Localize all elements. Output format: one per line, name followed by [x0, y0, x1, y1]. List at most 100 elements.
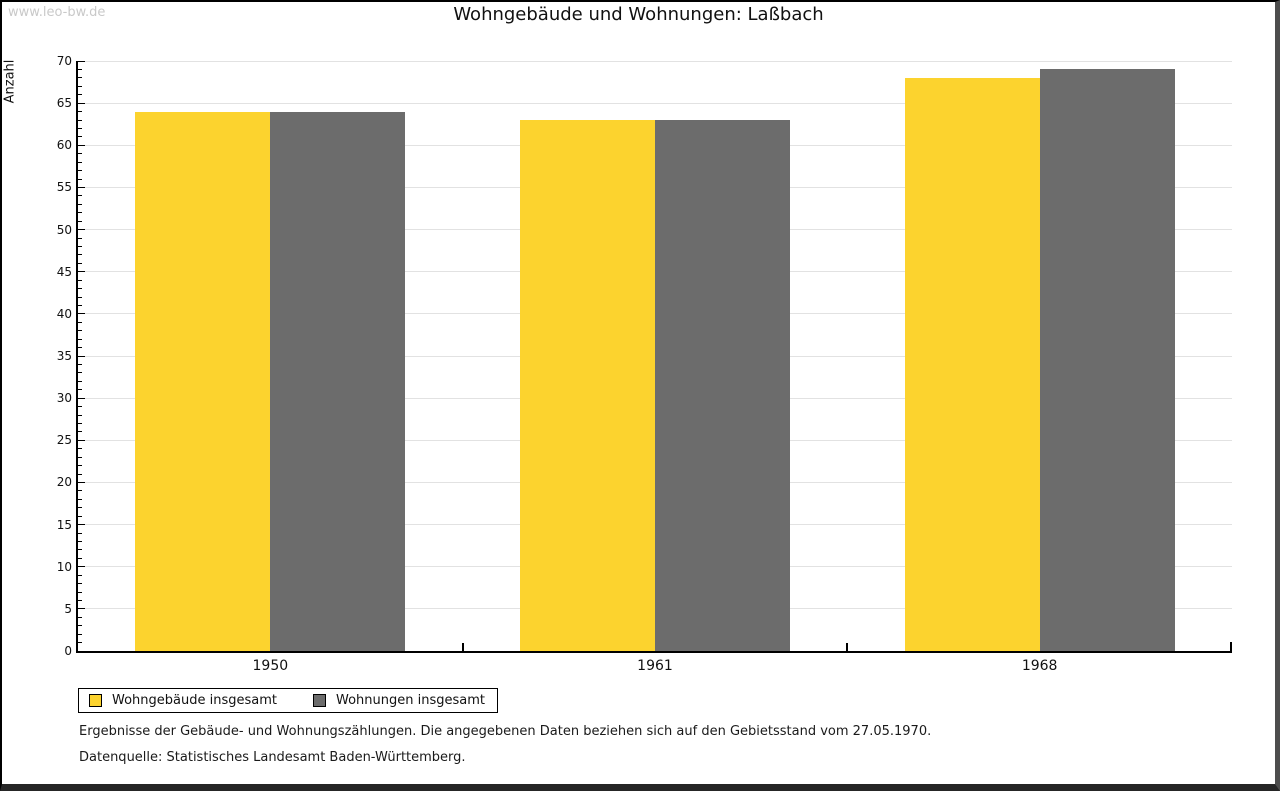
y-minor-tick — [78, 363, 82, 365]
y-major-tick — [78, 608, 85, 610]
gridline — [78, 60, 1232, 62]
y-minor-tick — [78, 127, 82, 129]
y-major-tick — [78, 566, 85, 568]
y-tick-label: 25 — [56, 433, 72, 448]
y-tick-label: 30 — [56, 391, 72, 406]
y-minor-tick — [78, 304, 82, 306]
gridline — [78, 102, 1232, 104]
y-major-tick — [78, 313, 85, 315]
legend-item: Wohngebäude insgesamt — [89, 693, 277, 708]
chart-title: Wohngebäude und Wohnungen: Laßbach — [453, 4, 824, 25]
legend-label: Wohnungen insgesamt — [336, 693, 485, 708]
watermark: www.leo-bw.de — [8, 5, 106, 20]
y-minor-tick — [78, 212, 82, 214]
y-minor-tick — [78, 465, 82, 467]
y-major-tick — [78, 229, 85, 231]
legend-swatch-yellow — [89, 694, 102, 707]
y-minor-tick — [78, 347, 82, 349]
y-minor-tick — [78, 599, 82, 601]
y-major-tick — [78, 439, 85, 441]
y-minor-tick — [78, 515, 82, 517]
bar-1968-gray — [1039, 69, 1175, 651]
y-minor-tick — [78, 507, 82, 509]
y-minor-tick — [78, 431, 82, 433]
y-minor-tick — [78, 448, 82, 450]
legend-item: Wohnungen insgesamt — [313, 693, 485, 708]
y-minor-tick — [78, 338, 82, 340]
y-minor-tick — [78, 262, 82, 264]
y-minor-tick — [78, 414, 82, 416]
y-minor-tick — [78, 237, 82, 239]
y-tick-label: 20 — [56, 475, 72, 490]
y-minor-tick — [78, 153, 82, 155]
legend-label: Wohngebäude insgesamt — [112, 693, 277, 708]
bar-1950-yellow — [135, 111, 271, 651]
y-minor-tick — [78, 296, 82, 298]
y-minor-tick — [78, 498, 82, 500]
x-tick-label: 1950 — [252, 658, 289, 674]
y-minor-tick — [78, 406, 82, 408]
y-major-tick — [78, 102, 85, 104]
y-axis-title: Anzahl — [2, 59, 18, 104]
y-major-tick — [78, 355, 85, 357]
y-axis-line — [76, 61, 78, 653]
bar-1961-gray — [655, 120, 790, 651]
y-minor-tick — [78, 321, 82, 323]
y-major-tick — [78, 271, 85, 273]
y-minor-tick — [78, 642, 82, 644]
y-minor-tick — [78, 111, 82, 113]
y-tick-label: 45 — [56, 264, 72, 279]
y-minor-tick — [78, 119, 82, 121]
y-minor-tick — [78, 549, 82, 551]
y-tick-label: 60 — [56, 138, 72, 153]
y-minor-tick — [78, 220, 82, 222]
x-axis-line — [76, 651, 1232, 653]
bar-1968-yellow — [904, 77, 1040, 651]
y-minor-tick — [78, 288, 82, 290]
footer-source: Datenquelle: Statistisches Landesamt Bad… — [79, 750, 466, 765]
y-minor-tick — [78, 68, 82, 70]
y-minor-tick — [78, 195, 82, 197]
y-minor-tick — [78, 170, 82, 172]
y-minor-tick — [78, 616, 82, 618]
legend: Wohngebäude insgesamt Wohnungen insgesamt — [78, 688, 498, 713]
bar-1950-gray — [270, 111, 406, 651]
plot-area: 0 5 10 15 20 25 30 35 40 45 50 55 60 65 70 1950 1961 1968 — [57, 54, 1232, 674]
y-tick-label: 35 — [56, 349, 72, 363]
footer-note: Ergebnisse der Gebäude- und Wohnungszähl… — [79, 724, 932, 739]
x-axis-end-tick — [1230, 642, 1232, 651]
y-major-tick — [78, 144, 85, 146]
y-minor-tick — [78, 203, 82, 205]
y-minor-tick — [78, 94, 82, 96]
y-tick-label: 65 — [56, 96, 72, 111]
y-tick-label: 15 — [56, 517, 72, 532]
legend-swatch-gray — [313, 694, 326, 707]
y-major-tick — [78, 186, 85, 188]
y-minor-tick — [78, 389, 82, 391]
x-tick-label: 1968 — [1021, 658, 1058, 674]
y-major-tick — [78, 60, 85, 62]
y-minor-tick — [78, 532, 82, 534]
y-tick-label: 55 — [56, 180, 72, 195]
y-minor-tick — [78, 574, 82, 576]
y-minor-tick — [78, 245, 82, 247]
y-tick-label: 5 — [64, 601, 72, 616]
y-minor-tick — [78, 583, 82, 585]
y-minor-tick — [78, 456, 82, 458]
y-minor-tick — [78, 161, 82, 163]
y-minor-tick — [78, 557, 82, 559]
y-minor-tick — [78, 633, 82, 635]
x-tick-label: 1961 — [637, 658, 673, 674]
y-minor-tick — [78, 178, 82, 180]
y-minor-tick — [78, 372, 82, 374]
y-tick-label: 0 — [64, 644, 72, 658]
x-boundary-tick — [846, 643, 849, 651]
y-major-tick — [78, 481, 85, 483]
y-major-tick — [78, 397, 85, 399]
y-minor-tick — [78, 330, 82, 332]
y-minor-tick — [78, 490, 82, 492]
y-minor-tick — [78, 254, 82, 256]
y-tick-label: 40 — [56, 306, 72, 321]
y-minor-tick — [78, 540, 82, 542]
